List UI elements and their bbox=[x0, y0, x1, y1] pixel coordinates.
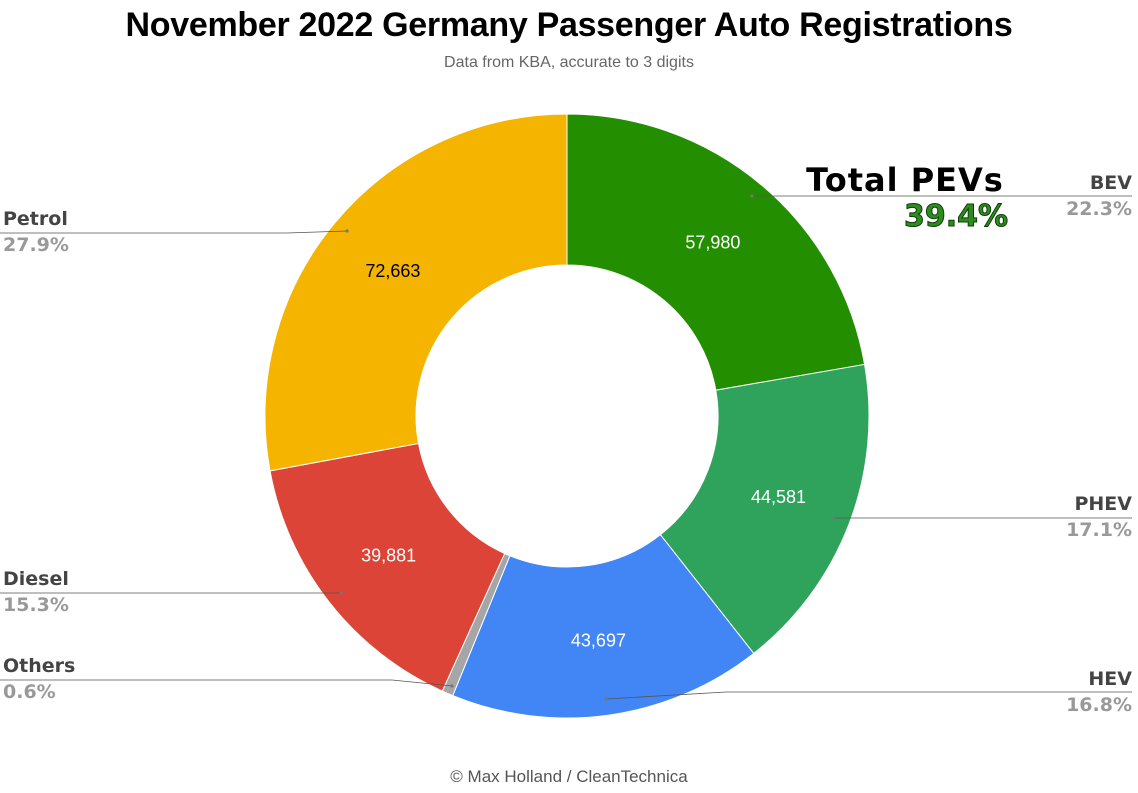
slice-petrol bbox=[264, 113, 568, 472]
category-label-hev: HEV bbox=[1088, 668, 1132, 690]
percent-label-petrol: 27.9% bbox=[3, 234, 69, 256]
slice-bev bbox=[566, 113, 866, 391]
total-pevs-value: 39.4% bbox=[904, 199, 1008, 234]
percent-label-phev: 17.1% bbox=[1066, 519, 1132, 541]
value-label-phev: 44,581 bbox=[751, 487, 806, 507]
category-label-diesel: Diesel bbox=[3, 568, 69, 590]
category-label-bev: BEV bbox=[1090, 172, 1132, 194]
percent-label-hev: 16.8% bbox=[1066, 694, 1132, 716]
value-label-bev: 57,980 bbox=[685, 233, 740, 253]
leader-dot-diesel bbox=[339, 591, 343, 595]
slice-phev bbox=[659, 363, 870, 655]
leader-lines bbox=[0, 194, 1132, 701]
chart-subtitle: Data from KBA, accurate to 3 digits bbox=[444, 54, 694, 71]
labels-layer: 57,980 BEV 22.3% 44,581 PHEV 17.1% 43,697 HEV 16… bbox=[3, 172, 1132, 716]
percent-label-bev: 22.3% bbox=[1066, 198, 1132, 220]
slice-hev bbox=[452, 533, 755, 719]
value-label-diesel: 39,881 bbox=[361, 546, 416, 566]
leader-line-hev bbox=[605, 691, 1132, 700]
leader-line-petrol bbox=[0, 230, 348, 234]
value-label-hev: 43,697 bbox=[571, 630, 626, 650]
category-label-others: Others bbox=[3, 655, 75, 677]
credit-footer: © Max Holland / CleanTechnica bbox=[450, 767, 688, 786]
leader-dot-hev bbox=[604, 697, 608, 701]
leader-dot-petrol bbox=[345, 229, 349, 233]
leader-dot-others bbox=[450, 684, 454, 688]
leader-dot-bev bbox=[750, 194, 754, 198]
leader-line-others bbox=[0, 679, 453, 687]
slice-diesel bbox=[269, 442, 506, 692]
total-pevs-title: Total PEVs bbox=[806, 161, 1004, 199]
percent-label-others: 0.6% bbox=[3, 681, 56, 703]
category-label-phev: PHEV bbox=[1074, 493, 1132, 515]
slices-layer bbox=[264, 113, 870, 719]
category-label-petrol: Petrol bbox=[3, 208, 68, 230]
percent-label-diesel: 15.3% bbox=[3, 594, 69, 616]
chart-title: November 2022 Germany Passenger Auto Reg… bbox=[125, 6, 1013, 44]
value-label-petrol: 72,663 bbox=[365, 261, 420, 281]
leader-dot-phev bbox=[832, 516, 836, 520]
